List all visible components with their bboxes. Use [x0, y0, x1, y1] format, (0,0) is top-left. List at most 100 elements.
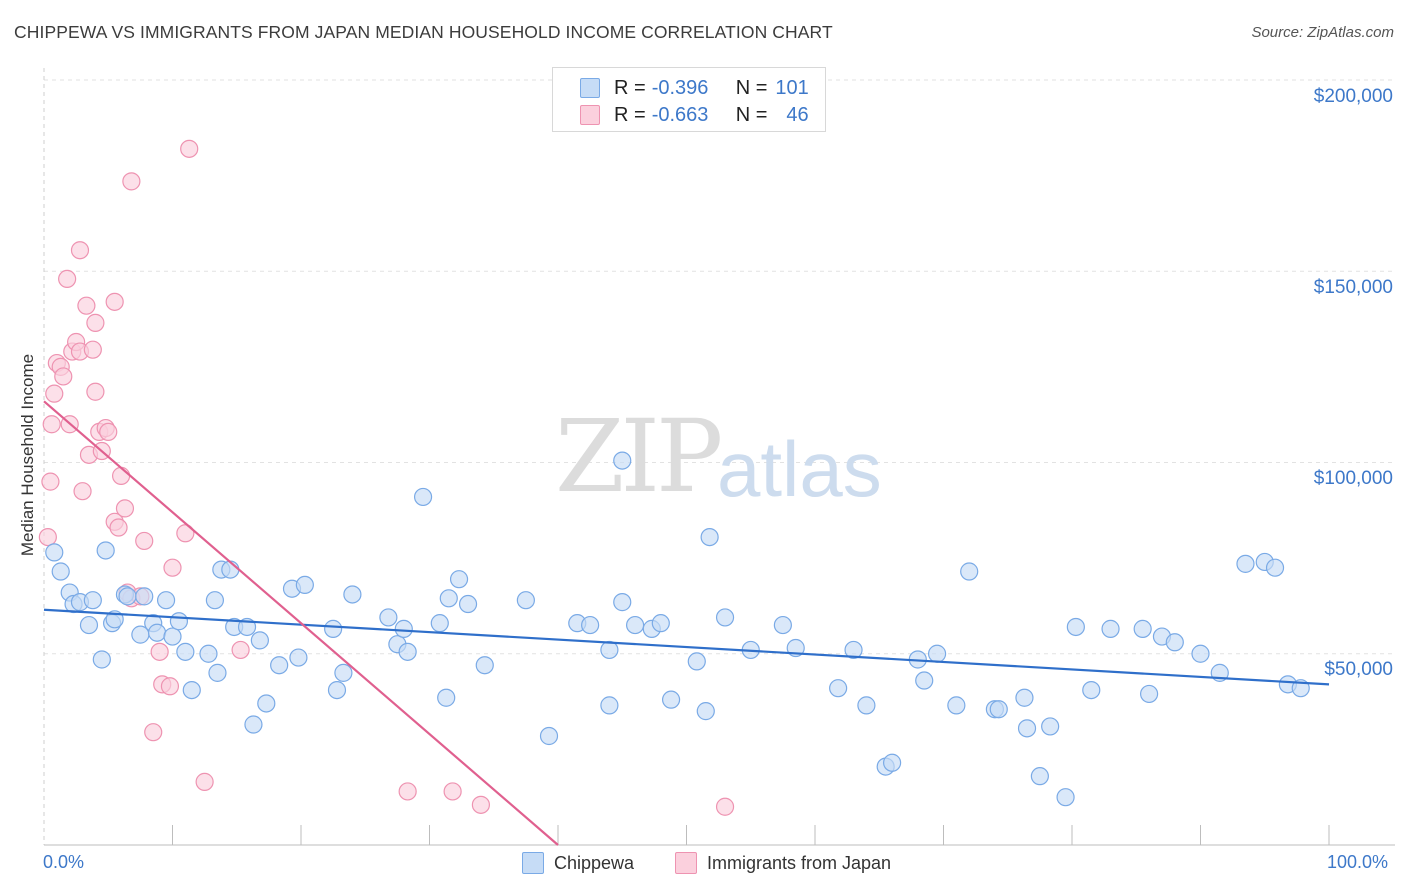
data-point — [86, 313, 105, 332]
data-point — [169, 612, 189, 631]
data-point — [250, 631, 269, 650]
blue-swatch — [522, 852, 544, 874]
data-point — [180, 139, 199, 158]
data-point — [927, 644, 947, 663]
legend-label: Chippewa — [554, 852, 635, 873]
data-point — [430, 614, 449, 633]
data-point — [600, 640, 619, 660]
data-point — [829, 679, 848, 698]
data-point — [1056, 788, 1075, 807]
data-point — [398, 782, 417, 801]
legend-label: Immigrants from Japan — [707, 852, 892, 873]
trend-line-japan — [43, 400, 559, 846]
data-point — [613, 451, 632, 470]
watermark-atlas: atlas — [717, 425, 882, 513]
data-point — [231, 640, 250, 660]
n-label: N = — [735, 103, 768, 126]
data-point — [135, 531, 154, 551]
r-value: -0.663 — [651, 103, 709, 126]
axes — [43, 68, 1395, 846]
r-label: R = — [614, 76, 646, 99]
data-point — [45, 384, 64, 403]
data-point — [581, 615, 600, 635]
data-point — [1017, 719, 1037, 738]
watermark-zip: ZIP — [555, 398, 723, 515]
data-point — [1191, 644, 1210, 663]
pink-swatch — [675, 852, 697, 874]
data-point — [41, 472, 60, 491]
data-point — [195, 772, 214, 791]
data-point — [1082, 680, 1101, 700]
r-value: -0.396 — [651, 76, 709, 99]
data-point — [458, 594, 478, 614]
data-point — [99, 422, 118, 441]
data-point — [773, 615, 792, 635]
data-point — [475, 656, 494, 675]
data-point — [42, 415, 61, 434]
data-point — [118, 587, 137, 606]
n-label: N = — [735, 76, 768, 99]
data-point — [176, 642, 195, 661]
pink-swatch — [580, 105, 600, 125]
y-tick-label: $150,000 — [1313, 277, 1393, 298]
data-point — [613, 593, 632, 612]
data-point — [696, 702, 715, 721]
y-tick-label: $50,000 — [1324, 659, 1393, 680]
data-point — [83, 591, 102, 610]
n-value: 46 — [786, 103, 809, 126]
data-point — [163, 627, 182, 646]
data-point — [144, 723, 163, 742]
data-point — [54, 367, 73, 386]
data-point — [1139, 684, 1159, 704]
data-point — [1066, 617, 1085, 637]
data-point — [257, 694, 276, 713]
data-point — [295, 575, 314, 595]
data-point — [327, 680, 347, 700]
legend-item-japan: Immigrants from Japan — [675, 852, 891, 874]
data-point — [221, 560, 240, 579]
data-point — [135, 587, 154, 606]
legend-row-japan: R = -0.663 N = 46 — [553, 103, 809, 127]
legend-row-chippewa: R = -0.396 N = 101 — [553, 76, 809, 100]
data-point — [1165, 633, 1184, 652]
data-point — [700, 527, 719, 547]
data-point — [45, 543, 64, 562]
data-point — [1030, 767, 1049, 786]
data-point — [471, 795, 490, 814]
data-point — [289, 648, 308, 667]
data-point — [92, 650, 111, 669]
y-axis-label: Median Household Income — [18, 353, 37, 557]
data-point — [844, 640, 863, 660]
data-point — [86, 382, 105, 401]
data-point — [715, 608, 735, 627]
y-tick-label: $100,000 — [1313, 468, 1393, 489]
trend-line-chippewa — [43, 608, 1330, 686]
data-point — [687, 652, 706, 671]
data-point — [600, 696, 619, 715]
grid-lines — [44, 79, 1395, 655]
data-point — [156, 591, 176, 610]
data-point — [182, 680, 201, 700]
data-point — [244, 715, 263, 734]
data-point — [334, 663, 353, 682]
data-point — [70, 241, 90, 260]
data-point — [960, 562, 979, 581]
legend-item-chippewa: Chippewa — [522, 852, 634, 874]
data-point — [915, 671, 934, 690]
data-point — [122, 172, 141, 191]
data-point — [413, 487, 433, 507]
data-point — [715, 797, 735, 816]
data-point — [150, 642, 169, 661]
y-tick-label: $200,000 — [1313, 86, 1393, 107]
data-point — [437, 688, 456, 707]
data-point — [77, 296, 96, 315]
data-point — [379, 608, 398, 627]
x-tick-label: 100.0% — [1327, 852, 1389, 872]
data-point — [115, 499, 135, 518]
stats-legend: R = -0.396 N = 101 R = -0.663 N = 46 — [552, 67, 826, 132]
data-point — [882, 753, 902, 772]
data-point — [51, 562, 70, 581]
data-point — [857, 696, 876, 715]
trend-lines — [43, 400, 1330, 846]
data-point — [105, 292, 124, 311]
